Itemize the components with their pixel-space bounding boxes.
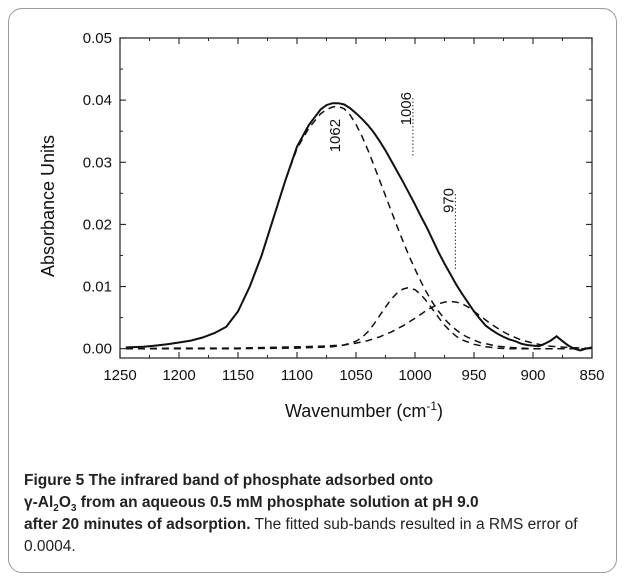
annotation-label: 970: [440, 188, 457, 213]
axis-ticks: 1250 1200 1150 1100 1050 1000 950 900 850 0.00 0.0…: [83, 30, 605, 384]
figure-frame: [8, 8, 617, 573]
series-line-total: [125, 102, 593, 352]
x-tick-label: 1100: [281, 367, 313, 384]
x-tick-label: 1050: [339, 367, 372, 384]
caption-title-line2: γ-Al2O3 from an aqueous 0.5 mM phosphate…: [24, 494, 479, 515]
y-tick-label: 0.03: [83, 154, 112, 171]
x-tick-label: 1150: [222, 367, 254, 384]
annotations: 1062 1006 970: [327, 92, 457, 272]
x-tick-label: 1250: [103, 367, 136, 384]
annotation-label: 1062: [327, 119, 344, 152]
y-tick-label: 0.05: [83, 30, 112, 47]
annotation-label: 1006: [398, 92, 415, 125]
x-tick-label: 1200: [162, 367, 195, 384]
y-tick-label: 0.02: [83, 216, 112, 233]
plot-axes: [119, 37, 593, 359]
series-line-subband-3: [125, 300, 592, 350]
x-tick-label: 1000: [398, 367, 431, 384]
caption-title-line3: after 20 minutes of adsorption.: [24, 516, 251, 533]
curves: [125, 102, 593, 352]
chart: 1250 1200 1150 1100 1050 1000 950 900 850 0.00 0.0…: [38, 30, 605, 421]
plot-frame: [119, 37, 593, 359]
y-axis-label: Absorbance Units: [38, 135, 58, 277]
figure-caption: Figure 5 The infrared band of phosphate …: [24, 470, 604, 558]
y-tick-label: 0.04: [83, 92, 112, 109]
series-line-subband-2: [125, 287, 592, 350]
x-tick-label: 850: [579, 367, 604, 384]
y-tick-label: 0.01: [83, 279, 112, 296]
x-tick-label: 950: [461, 367, 486, 384]
x-axis-label: Wavenumber (cm-1): [285, 399, 443, 421]
series-line-subband-1: [125, 105, 592, 350]
caption-note: The fitted sub-bands resulted in a RMS e…: [24, 516, 578, 555]
caption-title-line1: Figure 5 The infrared band of phosphate …: [24, 472, 434, 489]
x-tick-label: 900: [520, 367, 545, 384]
y-tick-label: 0.00: [83, 341, 112, 358]
